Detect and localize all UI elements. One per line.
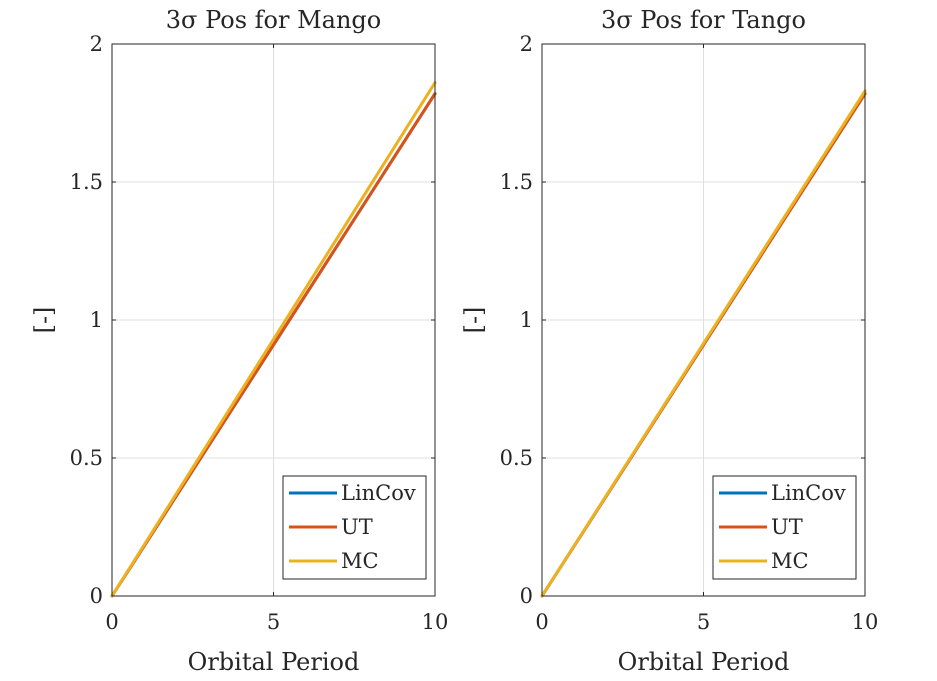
series-line-mc xyxy=(540,89,867,598)
series-lines xyxy=(540,89,867,598)
x-tick-label: 5 xyxy=(697,610,710,634)
y-tick-label: 0.5 xyxy=(500,446,533,470)
legend-items: LinCov UT MC xyxy=(289,481,416,573)
x-tick-label: 10 xyxy=(852,610,879,634)
x-tick-label: 5 xyxy=(267,610,280,634)
legend: LinCov UT MC xyxy=(282,475,427,580)
y-axis-label: [-] xyxy=(460,307,488,334)
legend-label-mc: MC xyxy=(771,549,809,573)
y-tick-label: 1.5 xyxy=(500,170,533,194)
subplot-tango: 0 5 10 0 0.5 1 1.5 2 3σ Pos for Tango Orbital … xyxy=(460,6,878,676)
x-axis-label: Orbital Period xyxy=(188,648,360,676)
legend-label-lincov: LinCov xyxy=(341,481,416,505)
x-tick-label: 0 xyxy=(535,610,548,634)
x-tick-label: 10 xyxy=(422,610,449,634)
y-tick-label: 1 xyxy=(520,308,533,332)
x-tick-label: 0 xyxy=(105,610,118,634)
legend: LinCov UT MC xyxy=(712,475,857,580)
y-tick-label: 0 xyxy=(90,584,103,608)
legend-label-ut: UT xyxy=(771,515,803,539)
legend-label-lincov: LinCov xyxy=(771,481,846,505)
x-tick-labels: 0 5 10 xyxy=(535,610,878,634)
y-axis-label: [-] xyxy=(30,307,58,334)
legend-label-ut: UT xyxy=(341,515,373,539)
series-lines xyxy=(110,81,437,598)
legend-label-mc: MC xyxy=(341,549,379,573)
legend-items: LinCov UT MC xyxy=(719,481,846,573)
series-line-mc xyxy=(110,81,437,598)
tick-marks xyxy=(111,43,436,597)
y-tick-label: 1.5 xyxy=(70,170,103,194)
y-tick-labels: 0 0.5 1 1.5 2 xyxy=(70,32,103,608)
tick-marks xyxy=(541,43,866,597)
x-tick-labels: 0 5 10 xyxy=(105,610,448,634)
x-axis-label: Orbital Period xyxy=(618,648,790,676)
chart-title: 3σ Pos for Tango xyxy=(601,6,806,34)
y-tick-label: 0 xyxy=(520,584,533,608)
y-tick-label: 0.5 xyxy=(70,446,103,470)
chart-title: 3σ Pos for Mango xyxy=(166,6,381,34)
y-tick-labels: 0 0.5 1 1.5 2 xyxy=(500,32,533,608)
subplot-mango: 0 5 10 0 0.5 1 1.5 2 3σ Pos for Mango Orbital … xyxy=(30,6,448,676)
y-tick-label: 2 xyxy=(90,32,103,56)
y-tick-label: 2 xyxy=(520,32,533,56)
y-tick-label: 1 xyxy=(90,308,103,332)
